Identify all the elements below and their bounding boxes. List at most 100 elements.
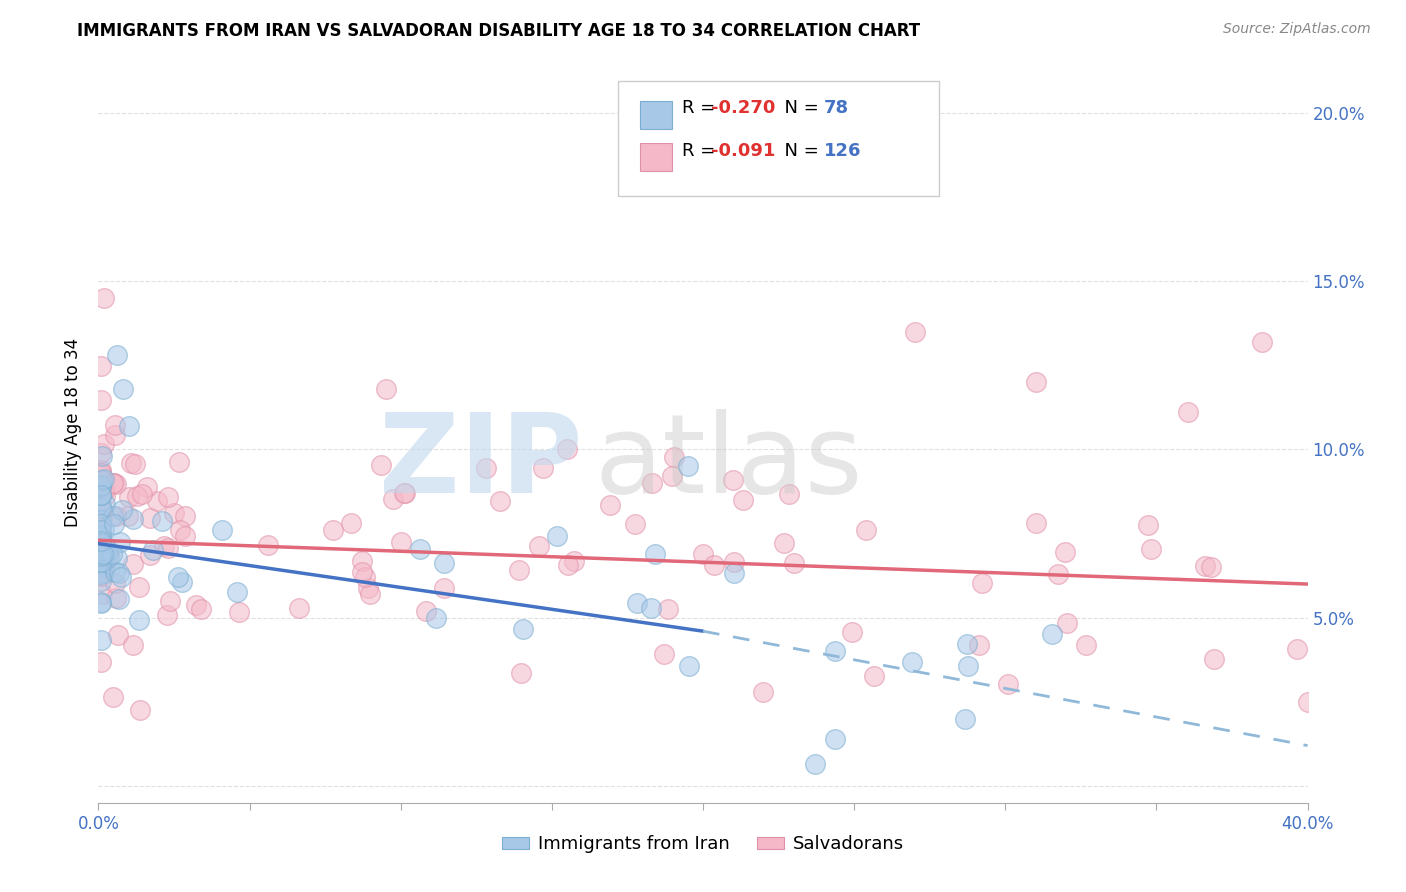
Point — [91, 510, 114, 524]
Point — [626, 596, 648, 610]
Point — [415, 605, 437, 619]
Point — [105, 348, 128, 362]
Point — [90, 555, 112, 569]
Point — [101, 476, 124, 491]
Point — [110, 569, 132, 583]
Point — [135, 480, 157, 494]
Point — [599, 498, 621, 512]
Y-axis label: Disability Age 18 to 34: Disability Age 18 to 34 — [65, 338, 83, 527]
Point — [96, 541, 118, 555]
Point — [90, 479, 112, 493]
Point — [117, 509, 139, 524]
Point — [804, 756, 827, 771]
Point — [228, 605, 250, 619]
Point — [953, 712, 976, 726]
Point — [108, 566, 131, 581]
Point — [824, 644, 846, 658]
Point — [124, 457, 146, 471]
Point — [692, 547, 714, 561]
Point — [152, 539, 174, 553]
Point — [90, 567, 112, 582]
Point — [433, 581, 456, 595]
Point — [381, 491, 404, 506]
Point — [120, 456, 142, 470]
Point — [98, 549, 121, 564]
Point — [90, 555, 112, 569]
Point — [125, 490, 148, 504]
Point — [967, 638, 990, 652]
Point — [394, 486, 416, 500]
Point — [101, 547, 124, 561]
Point — [562, 553, 585, 567]
Point — [652, 648, 675, 662]
Point — [90, 500, 112, 515]
Point — [90, 503, 112, 517]
Point — [1194, 559, 1216, 574]
Point — [156, 490, 179, 504]
Point — [94, 544, 117, 558]
Point — [90, 486, 112, 500]
Point — [90, 544, 112, 558]
Point — [1040, 627, 1063, 641]
FancyBboxPatch shape — [640, 143, 672, 171]
Point — [972, 576, 994, 591]
Point — [1025, 516, 1047, 530]
Point — [359, 586, 381, 600]
Point — [122, 557, 145, 571]
Point — [340, 516, 363, 530]
Point — [904, 325, 927, 339]
Point — [97, 547, 120, 561]
Point — [104, 428, 127, 442]
Point — [510, 665, 533, 680]
Point — [678, 658, 700, 673]
Point — [90, 445, 112, 459]
Point — [103, 516, 125, 531]
Point — [139, 510, 162, 524]
Point — [1074, 638, 1097, 652]
Point — [90, 557, 112, 571]
Point — [555, 442, 578, 457]
Point — [370, 458, 392, 472]
Point — [107, 628, 129, 642]
Point — [408, 542, 430, 557]
Point — [94, 489, 117, 503]
Point — [433, 556, 456, 570]
Point — [142, 542, 165, 557]
Point — [90, 656, 112, 670]
Point — [955, 637, 977, 651]
Point — [623, 517, 645, 532]
Text: atlas: atlas — [595, 409, 863, 516]
Point — [90, 594, 112, 608]
Point — [90, 546, 112, 560]
Point — [90, 534, 112, 549]
Point — [91, 561, 114, 575]
Point — [389, 534, 412, 549]
Text: R =: R = — [682, 99, 721, 118]
Point — [557, 558, 579, 572]
Point — [546, 529, 568, 543]
Point — [118, 490, 141, 504]
Point — [90, 596, 112, 610]
Point — [374, 382, 396, 396]
Point — [121, 638, 143, 652]
Point — [90, 559, 112, 574]
Point — [1204, 652, 1226, 666]
Point — [1024, 375, 1046, 389]
Point — [122, 512, 145, 526]
Point — [128, 581, 150, 595]
Point — [90, 488, 112, 502]
Point — [211, 523, 233, 537]
Point — [723, 473, 745, 487]
Point — [488, 494, 510, 508]
Text: -0.091: -0.091 — [711, 142, 776, 160]
Point — [731, 492, 754, 507]
Point — [131, 487, 153, 501]
Point — [159, 594, 181, 608]
Point — [778, 487, 800, 501]
Point — [93, 291, 115, 305]
Point — [773, 536, 796, 550]
Point — [103, 476, 125, 491]
Point — [90, 633, 112, 648]
Point — [90, 463, 112, 477]
FancyBboxPatch shape — [640, 101, 672, 129]
